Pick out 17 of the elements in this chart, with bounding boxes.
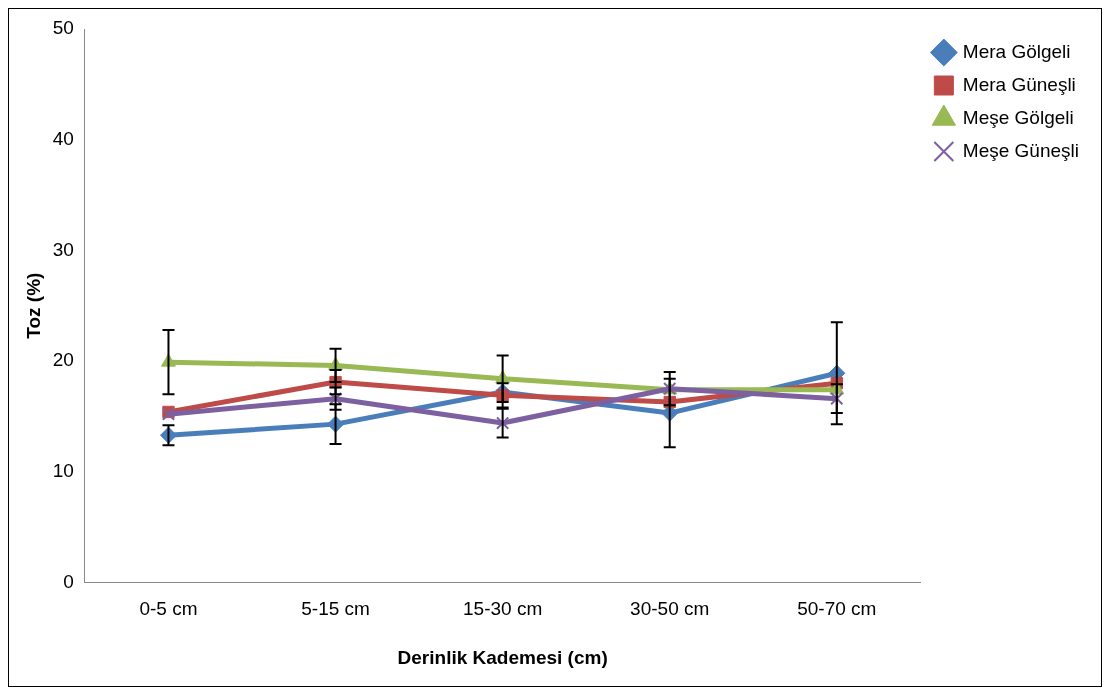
y-tick-label: 50: [52, 17, 74, 39]
x-tick-label: 15-30 cm: [463, 598, 543, 620]
y-tick-label: 20: [52, 349, 74, 371]
legend-label: Meşe Gölgeli: [962, 106, 1074, 128]
y-axis-title: Toz (%): [22, 272, 44, 339]
y-tick-label: 0: [63, 570, 74, 592]
legend-label: Meşe Güneşli: [962, 139, 1080, 161]
legend-label: Mera Güneşli: [962, 73, 1076, 95]
y-tick-label: 40: [52, 127, 74, 149]
y-tick-label: 10: [52, 459, 74, 481]
x-tick-label: 5-15 cm: [301, 598, 370, 620]
y-tick-label: 30: [52, 238, 74, 260]
x-tick-label: 0-5 cm: [139, 598, 198, 620]
x-tick-label: 50-70 cm: [797, 598, 877, 620]
x-axis-title: Derinlik Kademesi (cm): [397, 646, 608, 668]
x-tick-label: 30-50 cm: [630, 598, 710, 620]
legend-label: Mera Gölgeli: [962, 40, 1071, 62]
